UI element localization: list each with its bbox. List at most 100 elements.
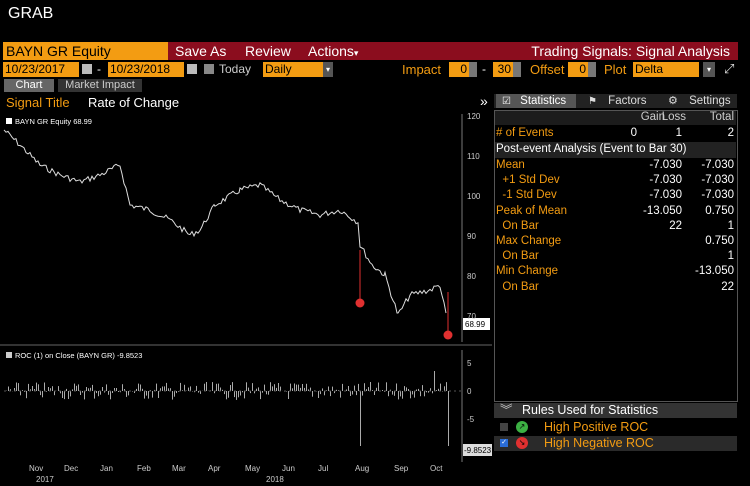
stats-row: -1 Std Dev -7.030 -7.030 xyxy=(495,189,736,204)
chart-edit-icon: ☑ xyxy=(502,96,511,107)
events-loss: 1 xyxy=(675,127,682,139)
signal-marker[interactable] xyxy=(443,292,453,340)
toolbar-bar xyxy=(168,42,738,60)
tab-factors-label: Factors xyxy=(608,95,647,107)
calendar-icon[interactable] xyxy=(187,64,197,74)
price-legend: BAYN GR Equity 68.99 xyxy=(15,117,92,126)
gear-icon: ⚙ xyxy=(668,95,678,107)
stats-total: 0.750 xyxy=(705,235,734,247)
window-title: GRAB xyxy=(8,5,54,22)
price-tick: 70 xyxy=(467,312,476,321)
panel-title: Trading Signals: Signal Analysis xyxy=(531,43,730,59)
stepper-icon[interactable] xyxy=(513,62,521,77)
actions-button[interactable]: Actions▾ xyxy=(308,42,358,62)
rule-item[interactable]: ✓ ↘ High Negative ROC xyxy=(494,436,737,451)
stats-total: -13.050 xyxy=(694,265,734,278)
impact-to-input[interactable]: 30 xyxy=(493,62,513,77)
tab-factors[interactable]: ⚑ Factors xyxy=(588,94,647,109)
year-label: 2017 xyxy=(36,475,54,484)
stats-loss: -7.030 xyxy=(649,189,682,202)
tab-settings[interactable]: ⚙ Settings xyxy=(668,94,731,108)
plot-select[interactable]: Delta xyxy=(633,62,699,77)
security-input[interactable]: BAYN GR Equity xyxy=(3,42,169,60)
stats-row: Peak of Mean -13.050 0.750 xyxy=(495,205,736,220)
rules-header[interactable]: ︾ Rules Used for Statistics xyxy=(494,403,737,418)
stats-row: On Bar 22 1 xyxy=(495,220,736,235)
events-label: # of Events xyxy=(496,127,554,139)
chevron-down-icon[interactable]: ▾ xyxy=(703,62,715,77)
stats-row-label: -1 Std Dev xyxy=(496,189,557,202)
signal-title-label: Signal Title xyxy=(6,95,70,110)
events-gain: 0 xyxy=(630,127,637,139)
stats-row: Max Change 0.750 xyxy=(495,235,736,250)
stats-row: +1 Std Dev -7.030 -7.030 xyxy=(495,174,736,189)
end-date-input[interactable]: 10/23/2018 xyxy=(108,62,184,77)
stats-loss: 22 xyxy=(669,219,682,232)
price-tick: 90 xyxy=(467,232,476,241)
caret-down-icon: ▾ xyxy=(353,48,359,58)
tab-statistics[interactable]: ☑ Statistics xyxy=(496,94,576,108)
start-date-input[interactable]: 10/23/2017 xyxy=(3,62,79,77)
month-label: Mar xyxy=(172,464,186,473)
stats-row-label: Mean xyxy=(496,159,525,171)
stats-total: 0.750 xyxy=(705,204,734,217)
stats-row: Min Change -13.050 xyxy=(495,265,736,280)
stats-row-label: On Bar xyxy=(496,219,539,232)
impact-from-input[interactable]: 0 xyxy=(449,62,469,77)
period-select[interactable]: Daily xyxy=(263,62,323,77)
month-label: Dec xyxy=(64,464,78,473)
stats-loss: -7.030 xyxy=(649,174,682,187)
calendar-icon[interactable] xyxy=(82,64,92,74)
stats-row: Mean -7.030 -7.030 xyxy=(495,159,736,174)
col-header-loss: Loss xyxy=(661,111,686,123)
expand-icon[interactable]: ⤢ xyxy=(724,61,735,76)
chevron-down-icon[interactable]: ▾ xyxy=(323,62,333,77)
signal-title-value[interactable]: Rate of Change xyxy=(88,95,180,110)
stats-row: On Bar 22 xyxy=(495,281,736,296)
roc-tick: -5 xyxy=(467,415,475,424)
price-tick: 100 xyxy=(467,192,481,201)
stats-loss: -7.030 xyxy=(649,159,682,171)
signal-marker[interactable] xyxy=(355,250,365,308)
stats-total: 1 xyxy=(727,250,734,263)
review-button[interactable]: Review xyxy=(245,43,291,59)
trend-up-icon: ↗ xyxy=(516,421,528,433)
month-label: Feb xyxy=(137,464,151,473)
today-checkbox[interactable] xyxy=(204,64,214,74)
trend-down-icon: ↘ xyxy=(516,437,528,449)
chart-area[interactable]: 68.99 -9.8523 120 110 100 90 80 70 5 0 -… xyxy=(0,110,492,486)
month-label: May xyxy=(245,464,260,473)
tab-statistics-label: Statistics xyxy=(520,95,567,107)
stats-total: -7.030 xyxy=(701,159,734,171)
events-total: 2 xyxy=(727,127,734,139)
rule-label: High Positive ROC xyxy=(544,420,649,434)
rule-checkbox[interactable]: ✓ xyxy=(500,439,508,447)
offset-input[interactable]: 0 xyxy=(568,62,588,77)
month-label: Sep xyxy=(394,464,409,473)
plot-label: Plot xyxy=(604,62,627,77)
col-header-total: Total xyxy=(709,111,734,123)
last-roc-label: -9.8523 xyxy=(464,446,492,455)
stepper-icon[interactable] xyxy=(588,62,596,77)
tab-market-impact[interactable]: Market Impact xyxy=(58,79,142,92)
month-label: Nov xyxy=(29,464,43,473)
stats-row-label: On Bar xyxy=(496,250,539,263)
month-label: Jul xyxy=(318,464,328,473)
save-as-button[interactable]: Save As xyxy=(175,43,227,59)
month-label: Aug xyxy=(355,464,369,473)
collapse-icon: ︾ xyxy=(500,403,513,417)
impact-label: Impact xyxy=(402,62,442,77)
rule-checkbox[interactable] xyxy=(500,423,508,431)
tab-chart[interactable]: Chart xyxy=(4,79,54,92)
rule-label: High Negative ROC xyxy=(544,436,654,450)
rule-item[interactable]: ↗ High Positive ROC xyxy=(494,420,737,435)
stepper-icon[interactable] xyxy=(469,62,477,77)
double-chevron-right-icon[interactable]: » xyxy=(480,93,488,109)
price-tick: 110 xyxy=(467,152,480,161)
col-header-gain: Gain xyxy=(640,111,665,123)
stats-total: 22 xyxy=(721,280,734,293)
month-label: Jan xyxy=(100,464,113,473)
actions-label: Actions xyxy=(308,43,354,59)
rules-list: ↗ High Positive ROC ✓ ↘ High Negative RO… xyxy=(494,419,737,452)
stats-row-label: Max Change xyxy=(496,235,562,247)
